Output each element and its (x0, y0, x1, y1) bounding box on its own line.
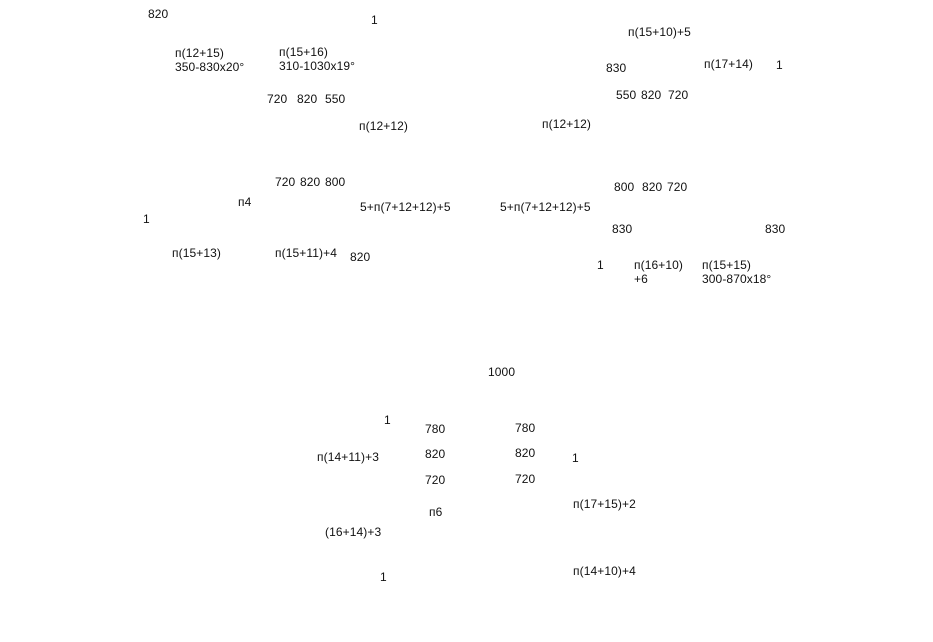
dimension-label: 830 (765, 222, 786, 236)
dimension-label: 780 (425, 422, 446, 436)
dimension-label: 820 (425, 447, 446, 461)
dimension-label: 800 (325, 175, 346, 189)
count-label: 1 (776, 58, 783, 72)
count-label: 1 (380, 570, 387, 584)
count-label: 1 (597, 258, 604, 272)
window-spec-label: п(15+13) (172, 246, 221, 260)
dimension-label: 830 (612, 222, 633, 236)
window-spec-label: п(12+15) 350-830x20° (175, 46, 245, 74)
dimension-label: 720 (275, 175, 296, 189)
dimension-label: 820 (148, 7, 169, 21)
dimension-label: 830 (606, 61, 627, 75)
dimension-label: 820 (515, 446, 536, 460)
dimension-label: 820 (350, 250, 371, 264)
dimension-label: 550 (616, 88, 637, 102)
dimension-label: 1000 (488, 365, 516, 379)
window-spec-label: (16+14)+3 (325, 525, 382, 539)
dimension-label: 720 (425, 473, 446, 487)
dimension-label: 820 (297, 92, 318, 106)
dimension-label: 820 (642, 180, 663, 194)
window-spec-label: п(17+14) (704, 57, 753, 71)
count-label: 1 (371, 13, 378, 27)
window-spec-label: п6 (429, 505, 443, 519)
window-spec-label: п(15+10)+5 (628, 25, 691, 39)
window-spec-label: п(14+11)+3 (317, 450, 379, 464)
dimension-label: 820 (641, 88, 662, 102)
window-spec-label: п(16+10) +6 (634, 258, 683, 286)
window-spec-label: п4 (238, 195, 252, 209)
count-label: 1 (143, 212, 150, 226)
dimension-label: 720 (515, 472, 536, 486)
dimension-label: 550 (325, 92, 346, 106)
dimension-label: 720 (667, 180, 688, 194)
window-spec-label: п(15+15) 300-870x18° (702, 258, 772, 286)
window-spec-label: п(15+16) 310-1030x19° (279, 45, 356, 73)
window-spec-label: 5+п(7+12+12)+5 (360, 200, 451, 214)
window-spec-label: п(17+15)+2 (573, 497, 636, 511)
count-label: 1 (572, 451, 579, 465)
window-spec-label: 5+п(7+12+12)+5 (500, 200, 591, 214)
count-label: 1 (384, 413, 391, 427)
dimension-label: 780 (515, 421, 536, 435)
dimension-label: 800 (614, 180, 635, 194)
window-spec-label: п(12+12) (542, 117, 591, 131)
dimension-label: 720 (267, 92, 288, 106)
window-spec-label: п(12+12) (359, 119, 408, 133)
dimension-label: 720 (668, 88, 689, 102)
window-spec-label: п(14+10)+4 (573, 564, 636, 578)
window-spec-label: п(15+11)+4 (275, 246, 337, 260)
dimension-label: 820 (300, 175, 321, 189)
